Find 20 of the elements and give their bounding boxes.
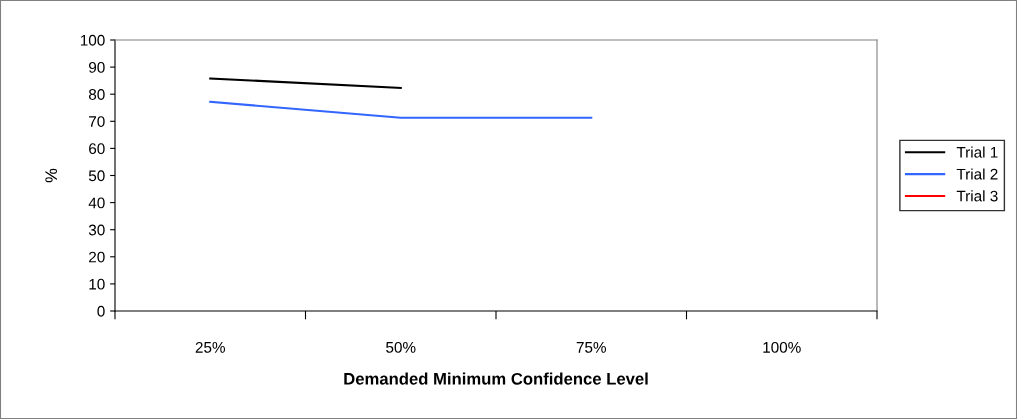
y-axis-title: %	[45, 168, 57, 183]
y-tick-label: 20	[89, 251, 105, 263]
y-tick-label: 80	[88, 89, 105, 100]
y-tick-label: 10	[89, 278, 105, 290]
y-tick-label: 40	[88, 197, 105, 209]
x-tick-label: 100%	[763, 341, 801, 353]
y-tick-label: 90	[89, 61, 105, 73]
y-tick-label: 70	[89, 116, 105, 127]
legend-label: Trial 3	[956, 190, 998, 202]
x-axis-title: Demanded Minimum Confidence Level	[344, 372, 648, 385]
x-tick-label: 75%	[576, 342, 606, 353]
x-tick-label: 25%	[195, 341, 225, 353]
y-tick-label: 60	[89, 143, 105, 155]
x-tick-label: 50%	[386, 341, 416, 353]
y-tick-label: 100	[80, 34, 105, 46]
y-tick-label: 0	[97, 305, 105, 317]
legend-label: Trial 2	[956, 168, 998, 180]
legend-label: Trial 1	[956, 146, 998, 158]
y-tick-label: 30	[88, 224, 105, 236]
y-tick-label: 50	[88, 170, 105, 182]
